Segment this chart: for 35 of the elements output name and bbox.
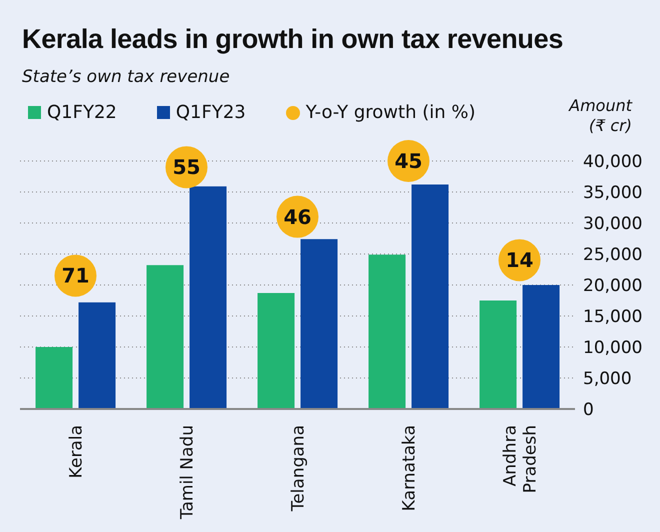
y-axis-title: Amount (₹ cr) [569,96,632,136]
bar [522,285,560,409]
bar [190,186,227,409]
bar [36,347,73,409]
y-tick-label: 20,000 [583,276,642,296]
legend-label: Q1FY23 [176,102,246,123]
y-tick-label: 30,000 [583,214,642,234]
y-tick-label: 25,000 [583,245,642,266]
annotation: 46 [284,204,312,229]
y-tick-label: 0 [583,400,594,420]
bar [78,302,116,409]
annotation: 14 [506,248,534,272]
x-tick-label: Kerala [66,425,86,478]
chart-title: Kerala leads in growth in own tax revenues [22,24,564,55]
y-tick-label: 40,000 [583,152,642,172]
bar [146,265,184,409]
y-tick-label: 10,000 [583,338,642,358]
bar [480,300,517,409]
annotation: 55 [172,155,200,180]
bar [368,254,406,409]
x-tick-label: Andhra Pradesh [500,425,540,494]
y-tick-label: 35,000 [583,183,642,204]
bar [300,239,338,409]
chart-subtitle: State’s own tax revenue [22,67,230,87]
annotation: 71 [62,264,90,288]
legend-label: Q1FY22 [47,102,117,123]
x-tick-label: Telangana [288,425,308,512]
x-tick-label: Tamil Nadu [178,425,198,520]
bar [258,293,295,409]
x-tick-label: Karnataka [400,425,420,512]
y-tick-label: 5,000 [583,369,632,390]
annotation: 45 [394,149,422,173]
text: Y-o-Y growth (in %) [306,102,476,123]
bar [412,184,449,409]
y-tick-label: 15,000 [583,307,642,328]
